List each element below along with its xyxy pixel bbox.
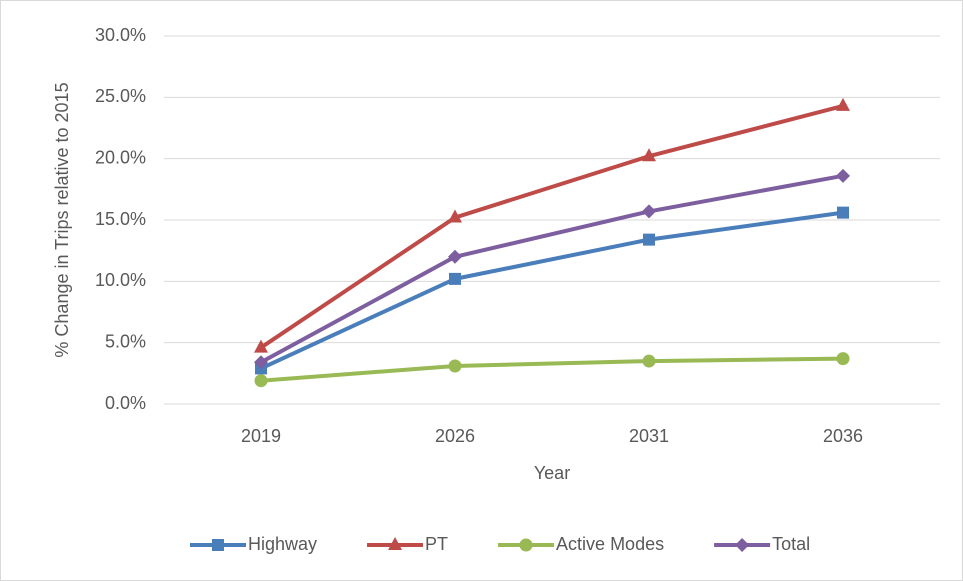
marker xyxy=(254,355,268,370)
marker xyxy=(642,354,656,368)
series-line xyxy=(260,173,844,365)
marker xyxy=(254,339,268,353)
marker xyxy=(519,538,533,552)
marker xyxy=(836,352,850,366)
x-axis-title: Year xyxy=(534,463,570,483)
y-tick-label: 30.0% xyxy=(95,25,146,45)
legend-label: Highway xyxy=(248,534,317,554)
marker xyxy=(735,538,750,552)
marker xyxy=(837,206,849,219)
marker xyxy=(448,209,462,223)
marker xyxy=(448,249,462,264)
marker xyxy=(448,359,462,373)
y-tick-label: 15.0% xyxy=(95,209,146,229)
marker xyxy=(388,537,403,550)
marker xyxy=(449,272,461,285)
x-tick-label: 2031 xyxy=(629,426,669,446)
x-tick-label: 2036 xyxy=(823,426,863,446)
marker xyxy=(643,233,655,246)
y-tick-label: 20.0% xyxy=(95,147,146,167)
marker xyxy=(642,204,656,219)
series-line xyxy=(259,103,844,350)
marker xyxy=(642,148,656,162)
marker xyxy=(836,168,850,183)
y-tick-label: 25.0% xyxy=(95,86,146,106)
y-tick-label: 10.0% xyxy=(95,270,146,290)
y-axis-title: % Change in Trips relative to 2015 xyxy=(52,82,72,357)
marker xyxy=(836,97,850,111)
legend-label: Active Modes xyxy=(556,534,664,554)
series-line xyxy=(260,356,844,383)
series-line xyxy=(260,210,844,371)
x-tick-label: 2026 xyxy=(435,426,475,446)
y-tick-label: 5.0% xyxy=(105,331,146,351)
y-tick-label: 0.0% xyxy=(105,393,146,413)
x-tick-label: 2019 xyxy=(241,426,281,446)
legend-label: Total xyxy=(772,534,810,554)
legend-label: PT xyxy=(425,534,448,554)
marker xyxy=(212,539,224,551)
marker xyxy=(254,374,268,388)
